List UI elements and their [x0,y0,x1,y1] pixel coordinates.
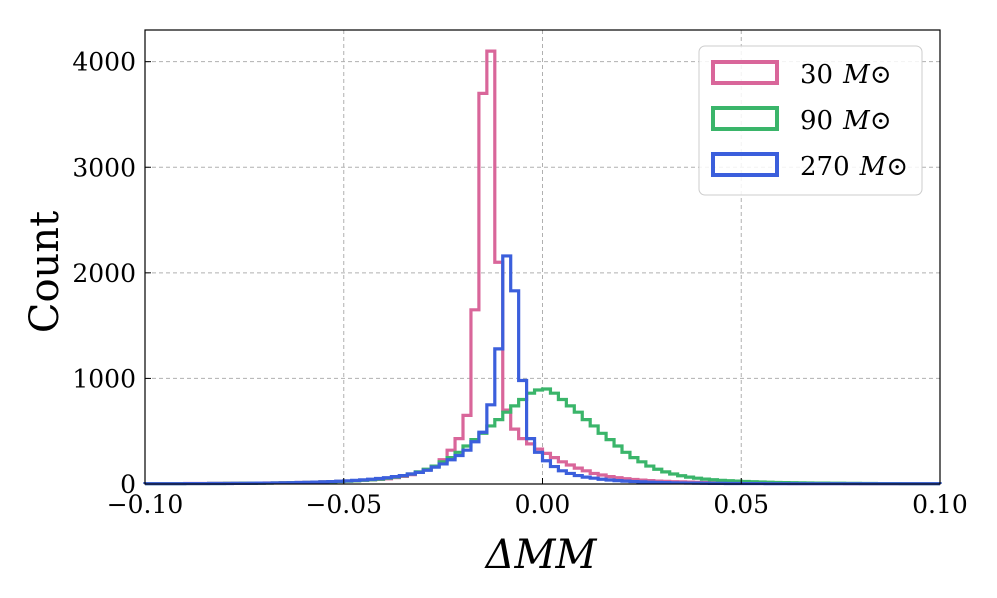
y-tick-label: 2000 [72,259,136,288]
y-tick-label: 0 [120,470,136,499]
legend-entry-30: 30 M⊙ [711,60,892,90]
y-tick-label: 1000 [72,364,136,393]
x-tick-label: −0.10 [107,490,184,519]
legend: 30 M⊙ 90 M⊙ 270 M⊙ [698,45,923,196]
x-tick-label: 0.10 [912,490,968,519]
legend-label-90: 90 M⊙ [800,106,892,136]
legend-entry-90: 90 M⊙ [711,106,892,136]
grid-layer [145,30,940,484]
y-axis-label: Count [22,211,68,333]
y-tick-label: 4000 [72,48,136,77]
y-tick-label: 3000 [72,153,136,182]
legend-swatch-30 [711,60,779,85]
x-tick-label: 0.00 [515,490,571,519]
legend-swatch-90 [711,106,779,131]
x-tick-label: 0.05 [713,490,769,519]
x-axis-label: ΔMM [484,532,598,578]
legend-entry-270: 270 M⊙ [711,152,908,182]
x-tick-label: −0.05 [305,490,382,519]
legend-label-30: 30 M⊙ [800,60,892,90]
tick-layer: −0.10 −0.05 0.00 0.05 0.10 0 1000 2000 3000 4000 [72,48,967,519]
legend-swatch-270 [711,152,779,177]
legend-label-270: 270 M⊙ [800,152,908,182]
